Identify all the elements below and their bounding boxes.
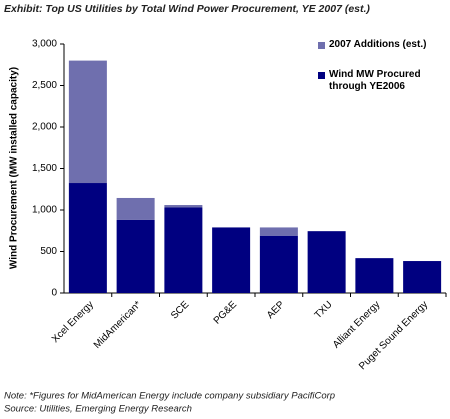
x-tick-label: Alliant Energy: [331, 299, 382, 350]
x-tick-label: SCE: [169, 299, 192, 322]
legend-swatch: [318, 42, 325, 49]
legend-swatch: [318, 72, 325, 79]
legend-entry: Wind MW Procured through YE2006: [329, 69, 421, 92]
y-tick-label: 500: [40, 246, 57, 257]
x-tick-label: Xcel Energy: [50, 299, 96, 345]
x-tick-label: MidAmerican*: [92, 299, 144, 351]
y-tick-label: 2,500: [32, 80, 57, 91]
bar-segment: [164, 205, 203, 208]
y-axis-label: Wind Procurement (MW installed capacity): [9, 67, 20, 269]
source: Source: Utilities, Emerging Energy Resea…: [4, 404, 192, 415]
x-tick-label: TXU: [313, 299, 335, 321]
y-tick-label: 0: [51, 288, 57, 299]
bar-segment: [68, 60, 107, 184]
bar-segment: [116, 197, 155, 220]
y-tick-label: 2,000: [32, 122, 57, 133]
bar-segment: [355, 258, 394, 293]
x-tick-label: PG&E: [212, 299, 240, 327]
y-tick-label: 1,000: [32, 205, 57, 216]
bar-segment: [259, 235, 298, 293]
bar-segment: [403, 261, 442, 293]
legend-label: 2007 Additions (est.): [329, 39, 427, 50]
bar-segment: [212, 227, 251, 293]
legend-label: Wind MW Procured through YE2006: [329, 69, 421, 92]
bar-segment: [307, 231, 346, 293]
y-tick-label: 1,500: [32, 163, 57, 174]
bar-segment: [164, 207, 203, 293]
note: Note: *Figures for MidAmerican Energy in…: [4, 391, 335, 402]
legend-entry: 2007 Additions (est.): [329, 39, 427, 50]
bar-segment: [259, 227, 298, 236]
y-tick-label: 3,000: [32, 39, 57, 50]
bar-segment: [68, 183, 107, 293]
x-tick-label: AEP: [265, 299, 287, 321]
bar-segment: [116, 219, 155, 293]
chart-title: Exhibit: Top US Utilities by Total Wind …: [4, 3, 370, 15]
